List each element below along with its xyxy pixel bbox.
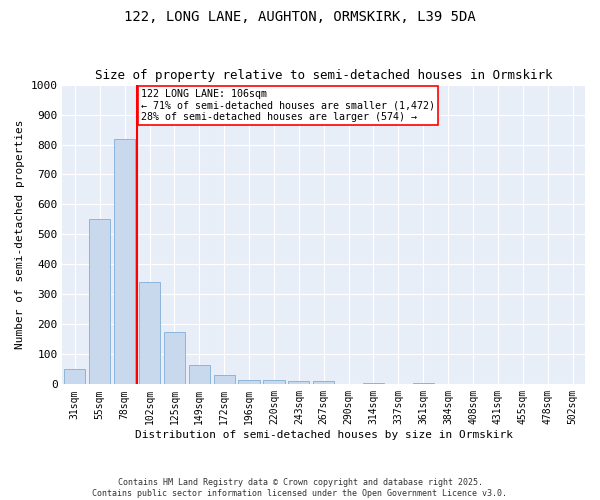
Bar [139, 282, 160, 384]
Bar [313, 382, 334, 384]
Bar [288, 382, 310, 384]
Bar [263, 380, 284, 384]
Bar [89, 220, 110, 384]
X-axis label: Distribution of semi-detached houses by size in Ormskirk: Distribution of semi-detached houses by … [135, 430, 513, 440]
Bar [238, 380, 260, 384]
Bar [189, 365, 210, 384]
Bar [164, 332, 185, 384]
Title: Size of property relative to semi-detached houses in Ormskirk: Size of property relative to semi-detach… [95, 69, 553, 82]
Bar [214, 376, 235, 384]
Bar [114, 138, 135, 384]
Bar [413, 383, 434, 384]
Bar [363, 383, 384, 384]
Y-axis label: Number of semi-detached properties: Number of semi-detached properties [15, 120, 25, 349]
Text: 122 LONG LANE: 106sqm
← 71% of semi-detached houses are smaller (1,472)
28% of s: 122 LONG LANE: 106sqm ← 71% of semi-deta… [141, 89, 435, 122]
Text: 122, LONG LANE, AUGHTON, ORMSKIRK, L39 5DA: 122, LONG LANE, AUGHTON, ORMSKIRK, L39 5… [124, 10, 476, 24]
Bar [64, 368, 85, 384]
Text: Contains HM Land Registry data © Crown copyright and database right 2025.
Contai: Contains HM Land Registry data © Crown c… [92, 478, 508, 498]
